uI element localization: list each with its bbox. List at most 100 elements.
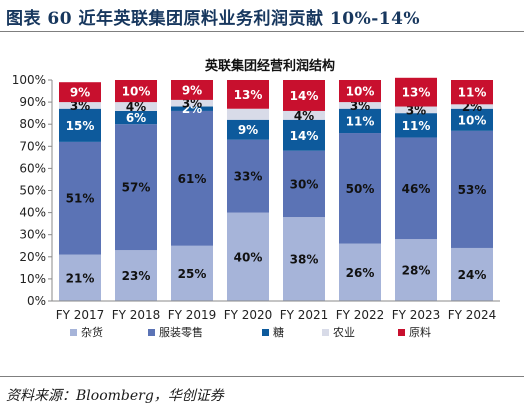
bar-segment xyxy=(339,243,381,301)
legend-swatch xyxy=(148,329,155,336)
data-label: 50% xyxy=(346,182,375,196)
bar-segment xyxy=(59,82,101,103)
bar-segment xyxy=(59,141,101,255)
bars: 21%51%15%3%9%23%57%6%4%10%25%61%2%3%9%40… xyxy=(59,77,493,301)
data-label: 11% xyxy=(458,86,487,100)
data-label: 3% xyxy=(406,103,426,117)
title-divider xyxy=(0,31,524,32)
bar-segment xyxy=(171,99,213,107)
y-tick-label: 10% xyxy=(19,272,46,286)
legend-swatch xyxy=(70,329,77,336)
bar-segment xyxy=(339,108,381,134)
data-label: 57% xyxy=(122,181,151,195)
y-tick-label: 0% xyxy=(27,294,46,308)
bar-segment xyxy=(115,110,157,125)
data-label: 4% xyxy=(294,109,314,123)
bar-segment xyxy=(451,130,493,248)
data-label: 6% xyxy=(126,111,146,125)
x-tick-label: FY 2021 xyxy=(280,308,329,322)
bar-segment xyxy=(283,80,325,111)
data-label: 9% xyxy=(182,83,202,97)
bar-segment xyxy=(283,110,325,120)
bar-segment xyxy=(395,113,437,138)
bar-segment xyxy=(451,104,493,109)
data-label: 9% xyxy=(238,123,258,137)
y-tick-label: 70% xyxy=(19,139,46,153)
chart-title: 英联集团经营利润结构 xyxy=(204,58,335,74)
data-label: 10% xyxy=(122,85,151,99)
data-label: 30% xyxy=(290,177,319,191)
bar-segment xyxy=(227,80,269,109)
legend-label: 服装零售 xyxy=(159,325,203,339)
legend-label: 原料 xyxy=(409,325,431,339)
data-label: 40% xyxy=(234,250,263,264)
data-label: 15% xyxy=(66,119,95,133)
bar-segment xyxy=(451,247,493,301)
bar-segment xyxy=(115,102,157,111)
x-tick-label: FY 2022 xyxy=(336,308,385,322)
bar-segment xyxy=(339,133,381,244)
data-label: 4% xyxy=(126,100,146,114)
legend-swatch xyxy=(398,329,405,336)
page-title: 图表 60 近年英联集团原料业务利润贡献 10%-14% xyxy=(6,9,421,29)
data-label: 13% xyxy=(234,88,263,102)
bar-segment xyxy=(227,139,269,213)
bar-segment xyxy=(59,102,101,109)
data-label: 10% xyxy=(346,85,375,99)
data-label: 10% xyxy=(458,113,487,127)
y-tick-label: 90% xyxy=(19,95,46,109)
source-divider xyxy=(0,376,524,377)
data-label: 13% xyxy=(402,86,431,100)
y-tick-label: 50% xyxy=(19,184,46,198)
data-label: 9% xyxy=(70,86,90,100)
data-label: 21% xyxy=(66,271,95,285)
stacked-bar-chart: 英联集团经营利润结构 0% 10% 20% 30% 40% 50% 60% 70% 80% 90%… xyxy=(0,36,524,372)
y-tick-label: 80% xyxy=(19,117,46,131)
bar-segment xyxy=(171,106,213,111)
legend-label: 杂货 xyxy=(81,325,103,339)
bar-segment xyxy=(227,119,269,140)
data-label: 14% xyxy=(290,89,319,103)
data-label: 38% xyxy=(290,253,319,267)
y-tick-label: 40% xyxy=(19,206,46,220)
bar-segment xyxy=(339,80,381,103)
bar-segment xyxy=(115,80,157,103)
y-axis: 0% 10% 20% 30% 40% 50% 60% 70% 80% 90% 100% xyxy=(12,73,53,308)
bar-segment xyxy=(283,119,325,151)
bar-segment xyxy=(451,108,493,131)
data-label: 24% xyxy=(458,268,487,282)
bar-segment xyxy=(395,106,437,114)
data-label: 53% xyxy=(458,183,487,197)
x-axis: FY 2017 FY 2018 FY 2019 FY 2020 FY 2021 FY 20… xyxy=(52,300,500,322)
source-note: 资料来源：Bloomberg，华创证券 xyxy=(6,388,224,404)
bar-segment xyxy=(395,239,437,301)
data-label: 25% xyxy=(178,267,207,281)
legend-label: 糖 xyxy=(273,325,284,339)
y-tick-label: 30% xyxy=(19,228,46,242)
bar-segment xyxy=(227,108,269,120)
bar-segment xyxy=(395,137,437,240)
data-label: 3% xyxy=(70,99,90,113)
data-label: 51% xyxy=(66,192,95,206)
data-label: 3% xyxy=(182,97,202,111)
legend: 杂货 服装零售 糖 农业 原料 xyxy=(70,325,431,339)
bar-segment xyxy=(59,254,101,301)
data-label: 11% xyxy=(402,119,431,133)
data-label: 61% xyxy=(178,172,207,186)
bar-segment xyxy=(395,77,437,107)
bar-segment xyxy=(283,217,325,301)
x-tick-label: FY 2024 xyxy=(448,308,497,322)
data-label: 28% xyxy=(402,264,431,278)
y-tick-label: 100% xyxy=(12,73,46,87)
y-tick-label: 60% xyxy=(19,161,46,175)
bar-segment xyxy=(451,80,493,105)
x-tick-label: FY 2019 xyxy=(168,308,217,322)
data-label: 3% xyxy=(350,99,370,113)
x-tick-label: FY 2020 xyxy=(224,308,273,322)
legend-label: 农业 xyxy=(333,325,355,339)
bar-segment xyxy=(171,110,213,246)
legend-swatch xyxy=(262,329,269,336)
x-tick-label: FY 2018 xyxy=(112,308,161,322)
data-label: 23% xyxy=(122,269,151,283)
bar-segment xyxy=(339,102,381,109)
